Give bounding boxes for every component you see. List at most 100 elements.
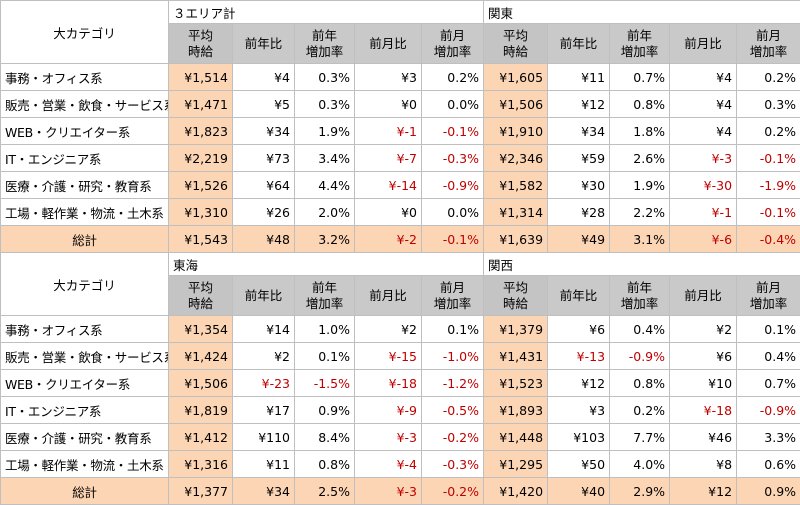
- column-header: 平均時給: [169, 24, 233, 64]
- value-cell: -0.9%: [737, 397, 800, 424]
- value-cell: 0.6%: [737, 451, 800, 478]
- column-header-line2: 増加率: [614, 296, 665, 312]
- value-cell: ¥-14: [355, 172, 422, 199]
- value-cell: 3.4%: [295, 145, 355, 172]
- value-cell: -0.5%: [422, 397, 484, 424]
- column-header: 前月増加率: [737, 276, 800, 316]
- column-header-line1: 平均: [488, 28, 543, 44]
- value-cell: ¥8: [670, 451, 737, 478]
- value-cell: ¥11: [233, 451, 295, 478]
- value-cell: -0.1%: [737, 199, 800, 226]
- column-header: 前年比: [233, 276, 295, 316]
- value-cell: -1.0%: [422, 343, 484, 370]
- value-cell: ¥1,910: [484, 118, 548, 145]
- value-cell: 0.8%: [610, 91, 670, 118]
- value-cell: -0.9%: [610, 343, 670, 370]
- value-cell: -0.9%: [422, 172, 484, 199]
- region-name: 関西: [484, 253, 800, 276]
- value-cell: 0.9%: [737, 478, 800, 505]
- value-cell: ¥110: [233, 424, 295, 451]
- value-cell: 0.2%: [737, 118, 800, 145]
- category-label: 販売・営業・飲食・サービス系: [1, 343, 169, 370]
- value-cell: 1.0%: [295, 316, 355, 343]
- value-cell: ¥103: [548, 424, 610, 451]
- category-label: 工場・軽作業・物流・土木系: [1, 451, 169, 478]
- column-header-line1: 前月比: [359, 36, 417, 52]
- value-cell: ¥34: [548, 118, 610, 145]
- value-cell: ¥-30: [670, 172, 737, 199]
- value-cell: ¥50: [548, 451, 610, 478]
- category-header: 大カテゴリ: [1, 253, 169, 316]
- value-cell: ¥4: [670, 118, 737, 145]
- region-name: ３エリア計: [169, 1, 484, 24]
- column-header-line1: 前年比: [237, 288, 290, 304]
- category-header: 大カテゴリ: [1, 1, 169, 64]
- value-cell: ¥1,431: [484, 343, 548, 370]
- column-header-line1: 平均: [173, 280, 228, 296]
- column-header-line2: 増加率: [426, 44, 479, 60]
- column-header: 前年比: [548, 24, 610, 64]
- category-label: WEB・クリエイター系: [1, 370, 169, 397]
- column-header-line2: 増加率: [741, 296, 796, 312]
- value-cell: ¥-4: [355, 451, 422, 478]
- column-header-line2: 増加率: [741, 44, 796, 60]
- column-header-line1: 前年比: [552, 288, 605, 304]
- value-cell: 0.4%: [610, 316, 670, 343]
- category-label: 販売・営業・飲食・サービス系: [1, 91, 169, 118]
- value-cell: ¥6: [670, 343, 737, 370]
- value-cell: ¥6: [548, 316, 610, 343]
- value-cell: ¥1,310: [169, 199, 233, 226]
- value-cell: ¥-3: [355, 478, 422, 505]
- value-cell: 0.1%: [737, 316, 800, 343]
- value-cell: -0.3%: [422, 451, 484, 478]
- value-cell: ¥-13: [548, 343, 610, 370]
- value-cell: 0.8%: [295, 451, 355, 478]
- value-cell: 0.2%: [737, 64, 800, 91]
- value-cell: ¥1,314: [484, 199, 548, 226]
- value-cell: ¥3: [355, 64, 422, 91]
- region-header-row: 大カテゴリ東海関西: [1, 253, 800, 276]
- column-header: 前年増加率: [610, 276, 670, 316]
- column-header-line2: 増加率: [426, 296, 479, 312]
- value-cell: -0.1%: [422, 226, 484, 253]
- value-cell: ¥49: [548, 226, 610, 253]
- table-row: WEB・クリエイター系¥1,506¥-23-1.5%¥-18-1.2%¥1,52…: [1, 370, 800, 397]
- value-cell: 0.2%: [422, 64, 484, 91]
- category-label: IT・エンジニア系: [1, 397, 169, 424]
- column-header-line1: 前年: [614, 280, 665, 296]
- value-cell: -0.4%: [737, 226, 800, 253]
- column-header: 前年比: [233, 24, 295, 64]
- value-cell: ¥1,823: [169, 118, 233, 145]
- value-cell: 1.9%: [295, 118, 355, 145]
- value-cell: 8.4%: [295, 424, 355, 451]
- category-label: 医療・介護・研究・教育系: [1, 424, 169, 451]
- value-cell: ¥-2: [355, 226, 422, 253]
- column-header: 前月比: [355, 276, 422, 316]
- region-name: 東海: [169, 253, 484, 276]
- value-cell: 1.9%: [610, 172, 670, 199]
- value-cell: 2.2%: [610, 199, 670, 226]
- value-cell: 0.9%: [295, 397, 355, 424]
- value-cell: ¥0: [355, 199, 422, 226]
- value-cell: ¥-6: [670, 226, 737, 253]
- column-header: 前月比: [670, 24, 737, 64]
- value-cell: 0.3%: [295, 64, 355, 91]
- column-header-line1: 前月比: [359, 288, 417, 304]
- column-header-line2: 時給: [173, 296, 228, 312]
- value-cell: ¥1,316: [169, 451, 233, 478]
- value-cell: ¥1,354: [169, 316, 233, 343]
- value-cell: ¥1,471: [169, 91, 233, 118]
- category-label: WEB・クリエイター系: [1, 118, 169, 145]
- value-cell: 0.4%: [737, 343, 800, 370]
- value-cell: ¥1,543: [169, 226, 233, 253]
- category-label: 事務・オフィス系: [1, 64, 169, 91]
- value-cell: ¥40: [548, 478, 610, 505]
- column-header: 平均時給: [484, 276, 548, 316]
- value-cell: -0.2%: [422, 424, 484, 451]
- value-cell: -1.5%: [295, 370, 355, 397]
